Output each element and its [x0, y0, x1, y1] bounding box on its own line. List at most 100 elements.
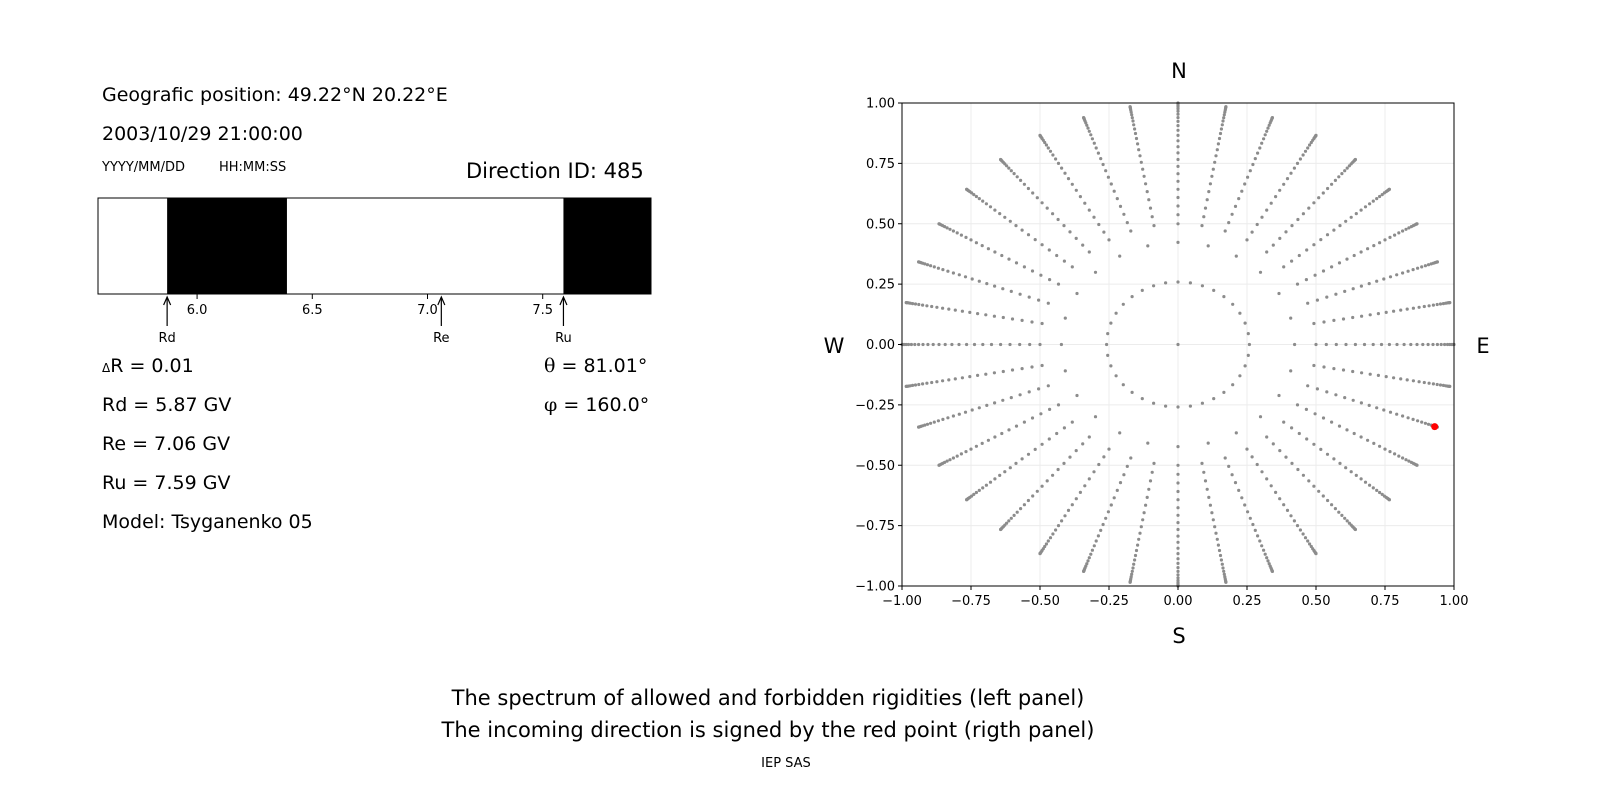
direction-point-59: [1118, 254, 1122, 258]
y-tick-label-2: 0.50: [866, 217, 895, 232]
direction-point-844: [1014, 224, 1018, 228]
direction-point-503: [1222, 569, 1226, 573]
forbidden-band-0: [167, 198, 287, 294]
direction-point-417: [1301, 473, 1305, 477]
direction-point-854: [972, 193, 976, 197]
direction-point-872: [1026, 186, 1030, 191]
x-tick-label-6: 0.50: [1302, 594, 1331, 609]
direction-point-843: [1020, 228, 1024, 232]
direction-point-949: [1133, 131, 1138, 136]
direction-point-288: [1334, 342, 1338, 347]
direction-point-645: [1008, 466, 1012, 470]
direction-point-436: [1245, 447, 1249, 451]
direction-point-894: [1070, 182, 1074, 186]
direction-point-569: [1104, 516, 1108, 520]
direction-point-737: [1028, 342, 1032, 347]
direction-point-311: [1312, 363, 1316, 368]
direction-point-858: [965, 188, 970, 192]
direction-point-525: [1176, 561, 1180, 566]
direction-point-47: [1234, 431, 1238, 435]
direction-point-399: [1363, 480, 1368, 484]
direction-point-438: [1255, 462, 1259, 467]
direction-point-130: [1268, 121, 1272, 125]
direction-point-928: [1086, 126, 1090, 130]
direction-point-650: [984, 483, 989, 487]
direction-point-394: [1338, 461, 1342, 465]
direction-point-776: [925, 304, 929, 308]
direction-point-194: [1338, 224, 1342, 228]
direction-point-443: [1278, 497, 1282, 501]
direction-point-501: [1220, 562, 1224, 566]
x-tick-label-3: 7.5: [532, 303, 553, 318]
direction-point-514: [1176, 489, 1180, 494]
direction-point-395: [1344, 466, 1348, 470]
direction-point-765: [1001, 315, 1005, 320]
direction-point-658: [965, 497, 970, 501]
direction-point-358: [1434, 425, 1438, 429]
direction-point-16: [1212, 397, 1216, 401]
direction-point-338: [1325, 390, 1329, 394]
direction-point-421: [1321, 494, 1325, 498]
direction-point-713: [1020, 367, 1024, 371]
direction-point-751: [921, 342, 925, 347]
direction-point-291: [1362, 342, 1367, 347]
direction-point-794: [977, 279, 981, 283]
direction-point-659: [965, 498, 969, 502]
direction-point-612: [1081, 442, 1085, 446]
direction-point-856: [968, 190, 972, 194]
direction-point-808: [918, 260, 922, 264]
direction-point-923: [1094, 146, 1098, 150]
theta-value: θ = 81.01°: [544, 355, 647, 377]
direction-point-264: [1341, 317, 1346, 321]
direction-point-98: [1217, 136, 1222, 141]
direction-point-921: [1099, 157, 1103, 161]
direction-point-676: [955, 454, 959, 458]
direction-point-663: [1039, 412, 1043, 416]
direction-point-290: [1353, 342, 1357, 347]
direction-point-908: [1038, 134, 1043, 138]
direction-point-536: [1152, 461, 1156, 465]
direction-point-183: [1353, 158, 1357, 162]
direction-point-343: [1367, 403, 1371, 407]
direction-point-518: [1176, 521, 1180, 525]
direction-point-955: [1129, 110, 1133, 114]
direction-point-763: [1020, 318, 1024, 322]
direction-point-942: [1142, 174, 1146, 178]
direction-point-893: [1074, 188, 1078, 192]
direction-point-26: [1109, 364, 1113, 368]
direction-point-100: [1219, 127, 1223, 131]
direction-point-445: [1285, 508, 1290, 512]
direction-point-723: [941, 379, 945, 383]
direction-point-463: [1230, 473, 1234, 477]
direction-point-906: [1040, 136, 1044, 141]
caption-line-1: The spectrum of allowed and forbidden ri…: [451, 686, 1085, 710]
direction-point-769: [968, 310, 972, 314]
direction-point-230: [1409, 225, 1413, 229]
direction-point-178: [1345, 166, 1349, 170]
direction-point-641: [1033, 447, 1037, 451]
direction-point-13: [1238, 374, 1242, 378]
direction-point-577: [1087, 556, 1091, 560]
direction-point-690: [1009, 396, 1013, 400]
direction-point-625: [1015, 510, 1019, 514]
direction-point-859: [965, 187, 969, 191]
direction-point-437: [1250, 455, 1254, 459]
direction-point-333: [1447, 384, 1451, 388]
direction-point-360: [1435, 425, 1439, 429]
direction-point-222: [1378, 241, 1382, 245]
direction-point-315: [1351, 369, 1355, 374]
direction-point-546: [1137, 537, 1141, 541]
direction-point-681: [941, 461, 945, 465]
datetime: 2003/10/29 21:00:00: [102, 123, 303, 145]
direction-point-408: [1387, 497, 1391, 501]
direction-point-252: [1420, 265, 1424, 269]
direction-point-646: [1003, 470, 1007, 474]
direction-point-487: [1202, 470, 1206, 474]
direction-point-890: [1087, 208, 1091, 212]
direction-point-506: [1223, 577, 1227, 581]
direction-point-541: [1144, 503, 1148, 507]
direction-point-467: [1243, 503, 1247, 507]
direction-point-295: [1395, 342, 1399, 347]
direction-point-72: [1176, 139, 1180, 143]
direction-point-728: [917, 382, 921, 387]
